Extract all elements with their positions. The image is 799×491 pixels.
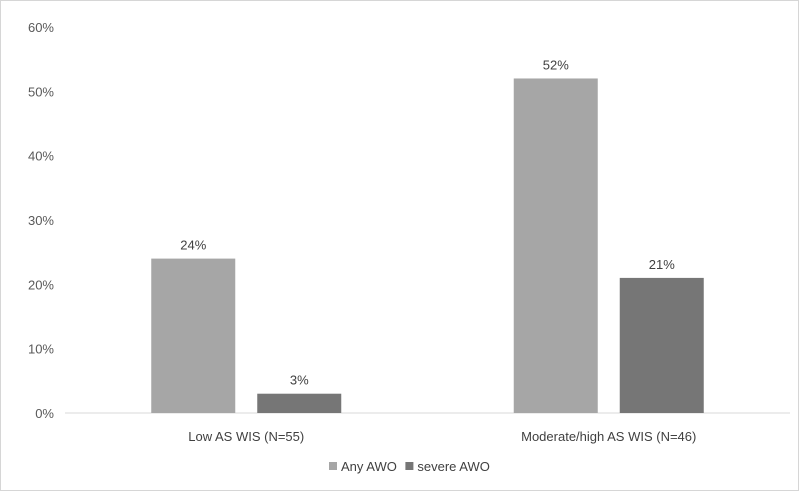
y-tick-label: 50% (28, 84, 54, 99)
bars (151, 78, 704, 413)
bar-value-label: 3% (290, 373, 309, 388)
bar-value-label: 24% (180, 238, 206, 253)
data-labels: 24% 3% 52% 21% (180, 57, 675, 387)
y-tick-label: 0% (35, 406, 54, 421)
y-tick-label: 30% (28, 213, 54, 228)
bar-any-awo (513, 78, 598, 413)
y-tick-label: 10% (28, 342, 54, 357)
category-labels: Low AS WIS (N=55) Moderate/high AS WIS (N… (188, 429, 696, 444)
legend-swatch (329, 462, 337, 470)
bar-severe-awo (257, 393, 342, 413)
legend-label: severe AWO (417, 459, 489, 474)
x-category-label: Low AS WIS (N=55) (188, 429, 304, 444)
bar-any-awo (151, 258, 236, 413)
bar-severe-awo (619, 277, 704, 413)
y-tick-label: 40% (28, 149, 54, 164)
x-category-label: Moderate/high AS WIS (N=46) (521, 429, 696, 444)
legend: Any AWO severe AWO (329, 459, 490, 474)
bar-value-label: 52% (543, 57, 569, 72)
legend-label: Any AWO (341, 459, 397, 474)
y-tick-label: 60% (28, 20, 54, 35)
bar-value-label: 21% (649, 257, 675, 272)
y-axis-ticks: 0% 10% 20% 30% 40% 50% 60% (28, 20, 54, 421)
y-tick-label: 20% (28, 277, 54, 292)
legend-swatch (405, 462, 414, 470)
